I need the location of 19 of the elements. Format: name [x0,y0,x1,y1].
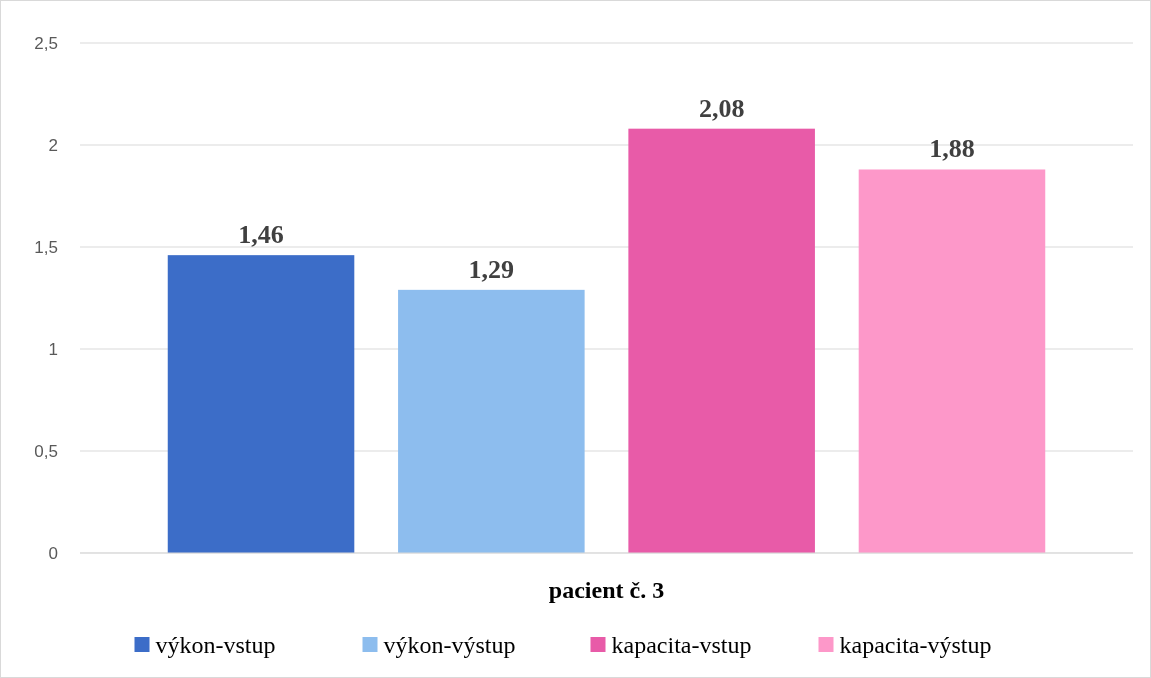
y-tick-label: 0 [48,543,58,563]
bar [167,255,355,553]
legend-label: kapacita-výstup [839,632,992,659]
data-label: 1,29 [468,254,515,284]
data-label: 1,88 [929,134,975,164]
x-tick-label: pacient č. 3 [548,577,665,603]
y-tick-label: 2 [48,135,58,155]
y-tick-label: 2,5 [34,33,58,53]
legend-label: výkon-vstup [155,632,276,659]
y-tick-label: 1,5 [34,237,58,257]
legend-label: kapacita-vstup [611,632,752,659]
y-tick-label: 0,5 [34,441,58,461]
bar [858,169,1046,553]
legend-label: výkon-výstup [383,632,516,659]
y-tick-label: 1 [48,339,58,359]
data-label: 1,46 [238,220,284,250]
data-label: 2,08 [698,93,745,123]
bar [628,128,815,553]
bar [398,289,585,553]
